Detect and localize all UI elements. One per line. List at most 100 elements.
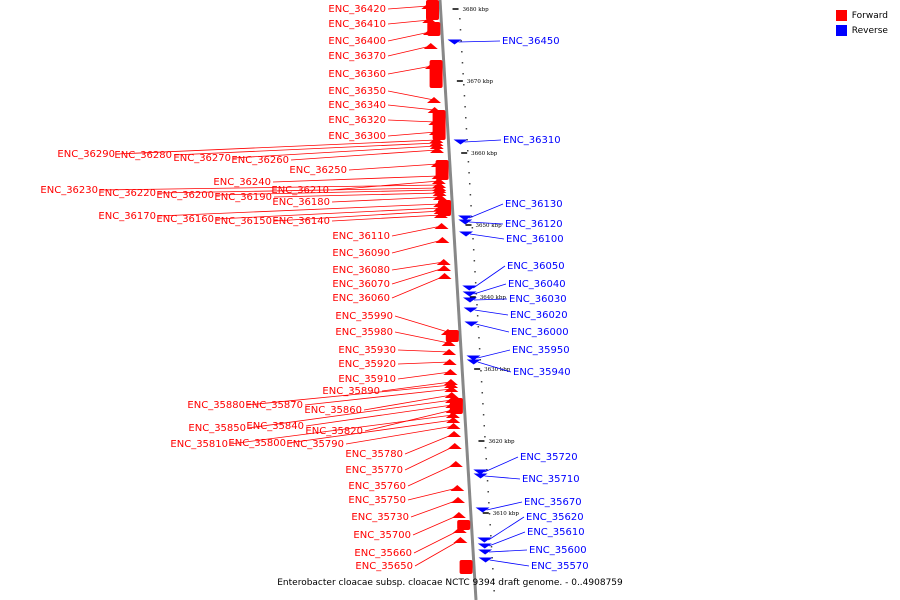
gene-label[interactable]: ENC_35620 bbox=[526, 512, 584, 523]
gene-label[interactable]: ENC_35750 bbox=[348, 495, 406, 506]
gene-label[interactable]: ENC_36100 bbox=[506, 234, 564, 245]
gene-label[interactable]: ENC_36210 bbox=[271, 185, 329, 196]
gene-label[interactable]: ENC_36150 bbox=[214, 216, 272, 227]
reverse-gene-glyph[interactable] bbox=[463, 307, 478, 313]
forward-gene-glyph[interactable] bbox=[432, 190, 447, 196]
forward-gene-glyph[interactable] bbox=[448, 461, 463, 467]
forward-gene-glyph[interactable] bbox=[446, 423, 461, 429]
gene-label[interactable]: ENC_36030 bbox=[509, 294, 567, 305]
gene-label[interactable]: ENC_36020 bbox=[510, 310, 568, 321]
gene-label[interactable]: ENC_35850 bbox=[188, 423, 246, 434]
reverse-gene-glyph[interactable] bbox=[453, 139, 468, 145]
gene-label[interactable]: ENC_36140 bbox=[272, 216, 330, 227]
reverse-gene-glyph[interactable] bbox=[478, 557, 493, 563]
forward-gene-glyph[interactable] bbox=[446, 417, 461, 423]
gene-label[interactable]: ENC_36160 bbox=[156, 214, 214, 225]
reverse-gene-glyph[interactable] bbox=[477, 543, 492, 549]
gene-label[interactable]: ENC_36340 bbox=[328, 100, 386, 111]
forward-gene-glyph[interactable] bbox=[430, 147, 444, 153]
forward-gene-glyph[interactable] bbox=[450, 485, 465, 491]
gene-label[interactable]: ENC_35810 bbox=[170, 439, 228, 450]
forward-gene-glyph[interactable] bbox=[431, 178, 446, 184]
reverse-gene-glyph[interactable] bbox=[466, 355, 481, 361]
forward-gene-glyph[interactable] bbox=[443, 379, 458, 385]
forward-gene-glyph[interactable] bbox=[429, 140, 444, 146]
gene-label[interactable]: ENC_36070 bbox=[332, 279, 390, 290]
forward-gene-glyph[interactable] bbox=[436, 259, 451, 265]
gene-label[interactable]: ENC_35940 bbox=[513, 367, 571, 378]
gene-label[interactable]: ENC_36170 bbox=[98, 211, 156, 222]
reverse-gene-glyph[interactable] bbox=[458, 219, 473, 225]
forward-gene-glyph[interactable] bbox=[451, 512, 466, 518]
gene-label[interactable]: ENC_36370 bbox=[328, 51, 386, 62]
forward-gene-glyph[interactable] bbox=[442, 359, 457, 365]
gene-label[interactable]: ENC_35890 bbox=[322, 386, 380, 397]
forward-gene-block[interactable] bbox=[445, 330, 459, 342]
gene-label[interactable]: ENC_35700 bbox=[353, 530, 411, 541]
gene-label[interactable]: ENC_36240 bbox=[213, 177, 271, 188]
gene-label[interactable]: ENC_36280 bbox=[114, 150, 172, 161]
gene-label[interactable]: ENC_35670 bbox=[524, 497, 582, 508]
forward-gene-glyph[interactable] bbox=[453, 537, 468, 543]
forward-gene-glyph[interactable] bbox=[443, 369, 458, 375]
reverse-gene-glyph[interactable] bbox=[463, 297, 477, 303]
forward-gene-glyph[interactable] bbox=[432, 187, 447, 193]
reverse-gene-glyph[interactable] bbox=[464, 321, 479, 327]
forward-gene-block[interactable] bbox=[427, 22, 441, 36]
forward-gene-glyph[interactable] bbox=[444, 382, 459, 388]
gene-label[interactable]: ENC_36360 bbox=[328, 69, 386, 80]
forward-gene-glyph[interactable] bbox=[427, 97, 441, 103]
gene-label[interactable]: ENC_35770 bbox=[345, 465, 403, 476]
forward-gene-glyph[interactable] bbox=[432, 182, 447, 188]
gene-label[interactable]: ENC_35990 bbox=[335, 311, 393, 322]
forward-gene-glyph[interactable] bbox=[442, 349, 457, 355]
reverse-gene-glyph[interactable] bbox=[462, 285, 477, 291]
gene-label[interactable]: ENC_36310 bbox=[503, 135, 561, 146]
gene-label[interactable]: ENC_36250 bbox=[289, 165, 347, 176]
forward-gene-block[interactable] bbox=[432, 110, 446, 140]
reverse-gene-glyph[interactable] bbox=[473, 469, 488, 475]
reverse-gene-glyph[interactable] bbox=[466, 359, 481, 365]
gene-label[interactable]: ENC_36200 bbox=[156, 190, 214, 201]
forward-gene-glyph[interactable] bbox=[437, 273, 452, 279]
forward-gene-block[interactable] bbox=[429, 60, 443, 88]
gene-label[interactable]: ENC_36450 bbox=[502, 36, 560, 47]
gene-label[interactable]: ENC_35790 bbox=[286, 439, 344, 450]
gene-label[interactable]: ENC_35570 bbox=[531, 561, 589, 572]
gene-label[interactable]: ENC_36350 bbox=[328, 86, 386, 97]
reverse-gene-glyph[interactable] bbox=[477, 537, 492, 543]
forward-gene-glyph[interactable] bbox=[429, 143, 444, 149]
gene-label[interactable]: ENC_35600 bbox=[529, 545, 587, 556]
gene-label[interactable]: ENC_36040 bbox=[508, 279, 566, 290]
gene-label[interactable]: ENC_36220 bbox=[98, 188, 156, 199]
gene-label[interactable]: ENC_35950 bbox=[512, 345, 570, 356]
forward-gene-glyph[interactable] bbox=[432, 194, 447, 200]
gene-label[interactable]: ENC_35780 bbox=[345, 449, 403, 460]
gene-label[interactable]: ENC_36110 bbox=[332, 231, 390, 242]
gene-label[interactable]: ENC_35930 bbox=[338, 345, 396, 356]
forward-gene-block[interactable] bbox=[426, 0, 439, 20]
gene-label[interactable]: ENC_36230 bbox=[40, 185, 98, 196]
reverse-gene-glyph[interactable] bbox=[459, 231, 474, 237]
forward-gene-glyph[interactable] bbox=[434, 223, 449, 229]
forward-gene-block[interactable] bbox=[449, 398, 463, 414]
forward-gene-glyph[interactable] bbox=[423, 43, 438, 49]
gene-label[interactable]: ENC_36410 bbox=[328, 19, 386, 30]
forward-gene-glyph[interactable] bbox=[441, 340, 456, 346]
gene-label[interactable]: ENC_36400 bbox=[328, 36, 386, 47]
gene-label[interactable]: ENC_36180 bbox=[272, 197, 330, 208]
gene-label[interactable]: ENC_36130 bbox=[505, 199, 563, 210]
gene-label[interactable]: ENC_36300 bbox=[328, 131, 386, 142]
reverse-gene-glyph[interactable] bbox=[473, 473, 488, 479]
gene-label[interactable]: ENC_36060 bbox=[332, 293, 390, 304]
gene-label[interactable]: ENC_36190 bbox=[214, 192, 272, 203]
gene-label[interactable]: ENC_35820 bbox=[305, 426, 363, 437]
gene-label[interactable]: ENC_35980 bbox=[335, 327, 393, 338]
gene-label[interactable]: ENC_35800 bbox=[228, 438, 286, 449]
gene-label[interactable]: ENC_35730 bbox=[351, 512, 409, 523]
gene-label[interactable]: ENC_35760 bbox=[348, 481, 406, 492]
gene-label[interactable]: ENC_35650 bbox=[355, 561, 413, 572]
gene-label[interactable]: ENC_36050 bbox=[507, 261, 565, 272]
gene-label[interactable]: ENC_36270 bbox=[173, 153, 231, 164]
gene-label[interactable]: ENC_35720 bbox=[520, 452, 578, 463]
